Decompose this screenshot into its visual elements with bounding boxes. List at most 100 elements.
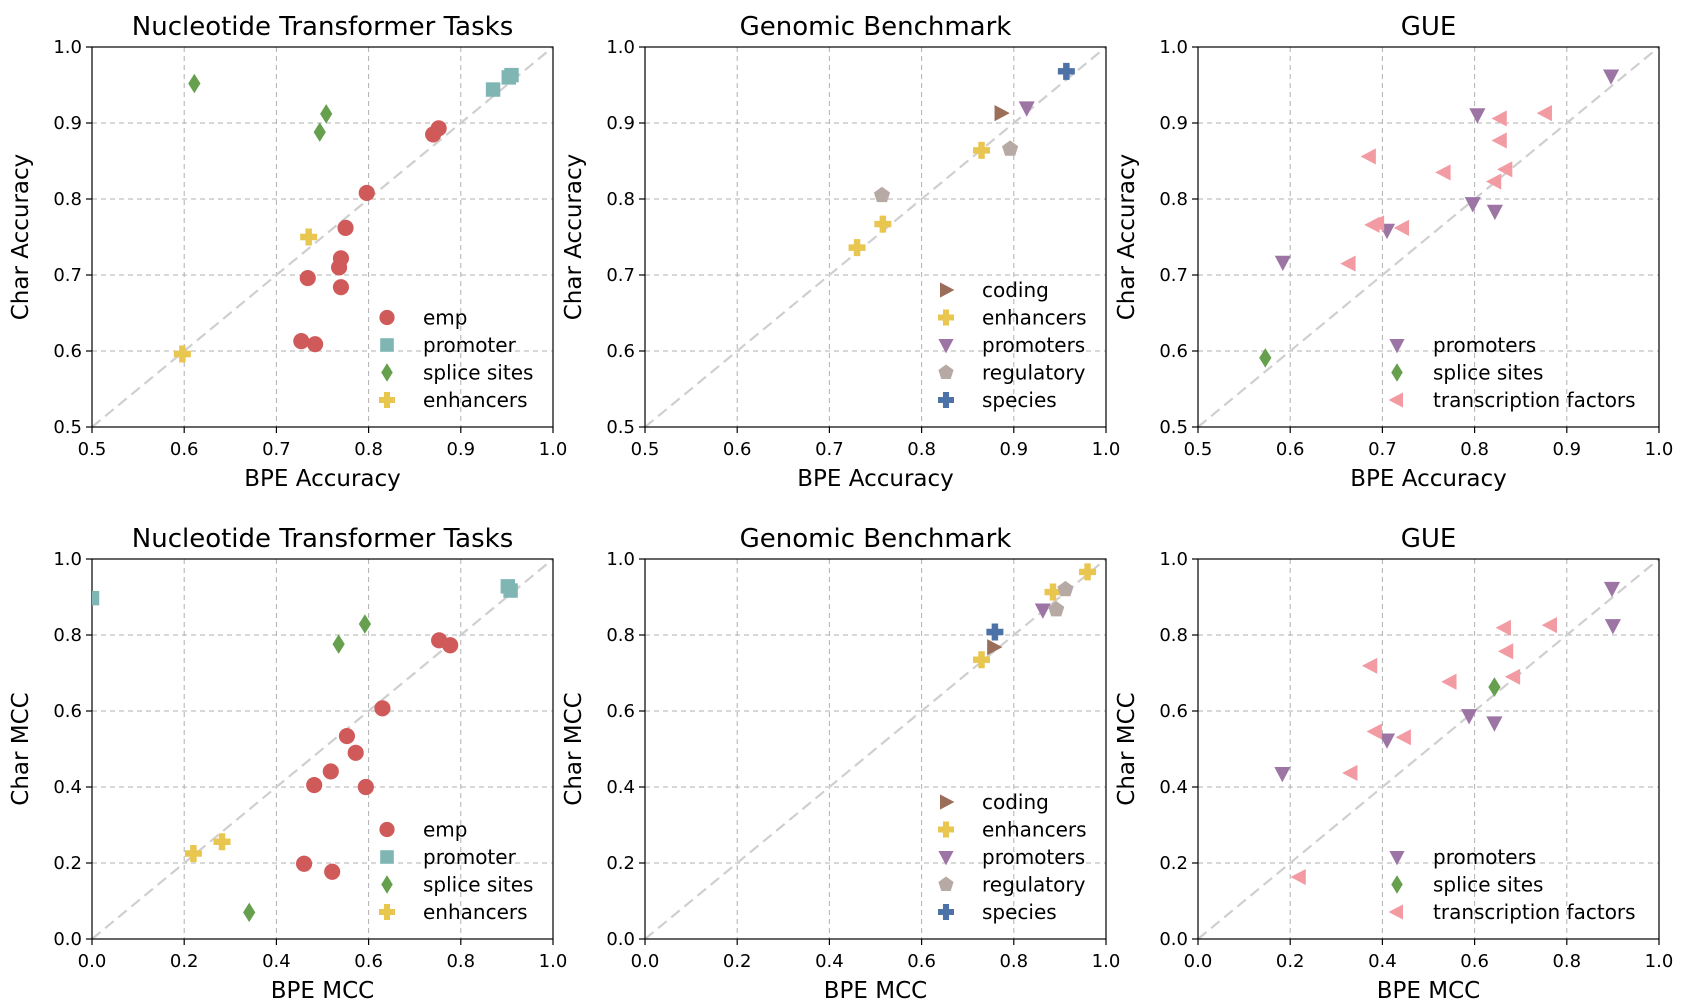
- x-tick-label: 1.0: [539, 951, 568, 972]
- legend-label-transcription-factors: transcription factors: [1433, 900, 1636, 924]
- data-point-promoters: [1464, 197, 1481, 213]
- y-axis-label: Char Accuracy: [8, 154, 34, 321]
- data-point-promoters: [1018, 101, 1035, 117]
- data-point-promoters: [1469, 108, 1486, 124]
- x-tick-label: 0.5: [1184, 439, 1213, 460]
- y-tick-label: 0.5: [606, 417, 635, 438]
- x-tick-label: 0.7: [262, 439, 291, 460]
- data-point-transcription-factors: [1342, 764, 1358, 782]
- data-point-enhancers: [1079, 563, 1097, 581]
- data-points: [1259, 69, 1620, 368]
- y-tick-label: 0.5: [1159, 417, 1188, 438]
- legend-marker-coding: [940, 282, 955, 298]
- data-point-promoter: [503, 583, 518, 598]
- x-tick-label: 0.7: [815, 439, 844, 460]
- x-axis-label: BPE MCC: [824, 978, 927, 1004]
- legend-label-transcription-factors: transcription factors: [1433, 388, 1636, 412]
- legend-label-species: species: [982, 900, 1057, 924]
- panel-title: Genomic Benchmark: [740, 12, 1012, 42]
- x-tick-label: 0.4: [262, 951, 291, 972]
- x-tick-label: 0.8: [1552, 951, 1581, 972]
- y-tick-label: 0.6: [606, 341, 635, 362]
- panel-title: GUE: [1401, 524, 1457, 554]
- x-tick-label: 0.8: [354, 439, 383, 460]
- data-point-emp: [293, 333, 310, 350]
- data-points: [173, 67, 519, 363]
- data-point-transcription-factors: [1366, 723, 1382, 740]
- legend-marker-transcription-factors: [1388, 904, 1403, 920]
- y-tick-label: 0.9: [606, 113, 635, 134]
- y-tick-label: 1.0: [1159, 549, 1188, 570]
- data-points: [92, 579, 518, 923]
- data-point-transcription-factors: [1361, 657, 1378, 674]
- data-point-enhancers: [973, 651, 991, 669]
- legend-label-promoter: promoter: [423, 845, 517, 869]
- data-point-emp: [307, 336, 324, 353]
- data-point-enhancers: [300, 228, 318, 246]
- data-point-enhancers: [874, 215, 892, 233]
- y-tick-label: 0.8: [53, 189, 82, 210]
- legend-label-regulatory: regulatory: [982, 361, 1086, 385]
- legend-label-emp: emp: [423, 306, 467, 330]
- x-tick-label: 1.0: [1092, 439, 1121, 460]
- data-point-enhancers: [213, 833, 231, 851]
- diagonal-reference-line: [1197, 46, 1660, 428]
- x-tick-label: 1.0: [539, 439, 568, 460]
- x-tick-label: 0.4: [1368, 951, 1397, 972]
- legend-marker-enhancers: [379, 904, 395, 920]
- legend-marker-promoter: [380, 338, 394, 352]
- data-point-coding: [987, 639, 1003, 656]
- legend-label-splice-sites: splice sites: [423, 361, 533, 385]
- legend-marker-splice-sites: [1391, 363, 1403, 382]
- data-point-enhancers: [848, 239, 866, 257]
- data-point-transcription-factors: [1485, 173, 1502, 190]
- data-point-transcription-factors: [1395, 729, 1411, 746]
- data-point-transcription-factors: [1435, 164, 1451, 181]
- x-tick-label: 0.8: [999, 951, 1028, 972]
- x-tick-label: 0.7: [1368, 439, 1397, 460]
- panel-1: 0.50.5 0.6 0.6 0.7 0.7 0.8 0.8 0.9 0.9 1.0 1.0 Nucl…: [8, 12, 567, 492]
- legend-label-enhancers: enhancers: [423, 388, 528, 412]
- data-point-promoters: [1486, 204, 1503, 221]
- panel-5: 0.00.0 0.2 0.2 0.4 0.4 0.6 0.6 0.8 0.8 1.0 1.0 Geno…: [561, 524, 1120, 1004]
- x-tick-label: 1.0: [1092, 951, 1121, 972]
- y-tick-label: 0.6: [53, 701, 82, 722]
- data-point-transcription-factors: [1495, 619, 1511, 636]
- data-point-enhancers: [173, 345, 191, 363]
- data-point-enhancers: [973, 141, 991, 159]
- legend-label-splice-sites: splice sites: [423, 873, 533, 897]
- x-tick-label: 0.0: [78, 951, 107, 972]
- legend-marker-enhancers: [938, 821, 954, 838]
- y-axis-label: Char MCC: [1114, 692, 1140, 805]
- x-tick-label: 0.4: [815, 951, 844, 972]
- legend-marker-promoters: [1389, 339, 1405, 354]
- data-point-coding: [994, 105, 1010, 122]
- diagonal-reference-line: [644, 558, 1107, 940]
- data-point-regulatory: [1048, 601, 1065, 617]
- data-point-transcription-factors: [1504, 668, 1521, 685]
- axes-frame: [644, 558, 1107, 940]
- data-points: [1274, 581, 1621, 886]
- y-tick-label: 1.0: [53, 37, 82, 58]
- data-point-emp: [357, 778, 374, 796]
- y-tick-label: 0.9: [53, 113, 82, 134]
- legend-marker-species: [938, 392, 954, 408]
- data-points: [973, 563, 1097, 669]
- data-point-transcription-factors: [1541, 617, 1558, 634]
- y-tick-label: 1.0: [1159, 37, 1188, 58]
- data-point-enhancers: [1044, 583, 1062, 601]
- y-tick-label: 0.8: [53, 625, 82, 646]
- diagonal-reference-line: [91, 558, 554, 940]
- y-axis-label: Char MCC: [561, 692, 587, 805]
- data-point-emp: [324, 863, 341, 880]
- axes-frame: [644, 46, 1107, 428]
- data-point-transcription-factors: [1491, 132, 1507, 149]
- panel-6: 0.00.0 0.2 0.2 0.4 0.4 0.6 0.6 0.8 0.8 1.0 1.0 GUE B…: [1114, 524, 1673, 1004]
- y-tick-label: 0.9: [1159, 113, 1188, 134]
- x-tick-label: 0.2: [723, 951, 752, 972]
- panel-title: Genomic Benchmark: [740, 524, 1012, 554]
- legend-label-enhancers: enhancers: [982, 306, 1087, 330]
- y-tick-label: 0.6: [1159, 701, 1188, 722]
- legend-marker-coding: [940, 794, 955, 810]
- x-axis-label: BPE Accuracy: [797, 466, 954, 492]
